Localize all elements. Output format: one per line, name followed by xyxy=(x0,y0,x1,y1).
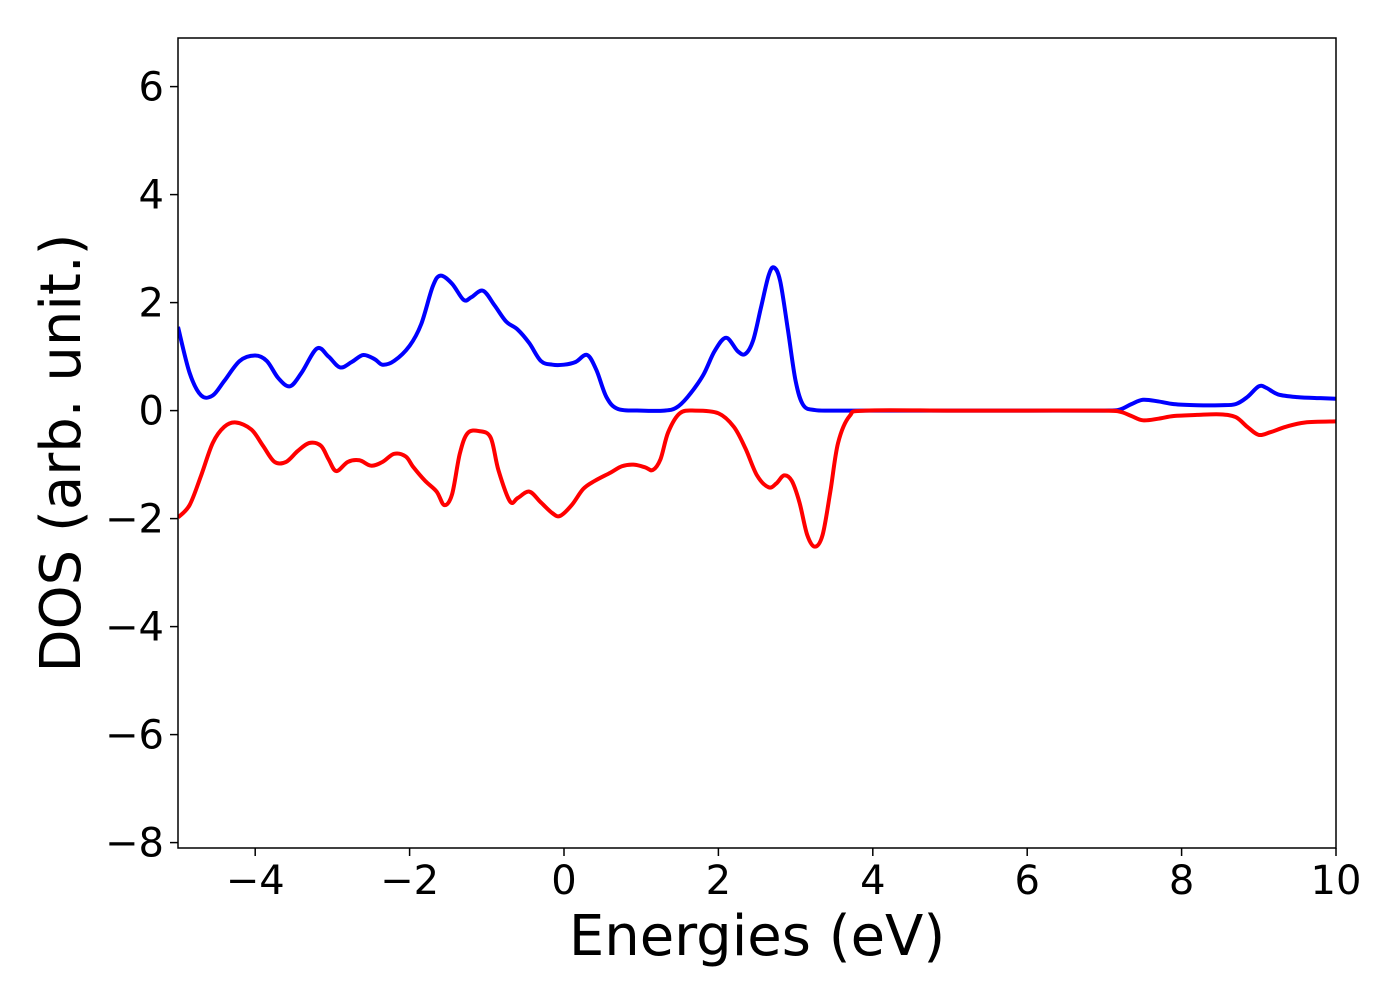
x-tick-label: 8 xyxy=(1169,858,1194,904)
y-tick-label: −8 xyxy=(105,821,164,867)
y-axis-title: DOS (arb. unit.) xyxy=(29,233,94,672)
y-tick-label: 0 xyxy=(139,389,164,435)
x-axis: −4 −2 0 2 4 6 8 10 xyxy=(226,848,1362,904)
y-axis: 6 4 2 0 −2 −4 −6 −8 xyxy=(105,65,178,867)
series-line-positive xyxy=(178,265,1336,413)
y-tick-label: 4 xyxy=(139,173,164,219)
x-tick-label: −4 xyxy=(226,858,285,904)
series-line-negative xyxy=(178,408,1336,549)
plot-frame xyxy=(177,37,1337,849)
x-tick-label: 10 xyxy=(1311,858,1362,904)
x-tick-label: 2 xyxy=(706,858,731,904)
x-tick-label: −2 xyxy=(380,858,439,904)
x-tick-label: 4 xyxy=(860,858,885,904)
plot-area xyxy=(178,265,1336,549)
x-tick-label: 0 xyxy=(551,858,576,904)
x-axis-title: Energies (eV) xyxy=(569,904,945,969)
x-tick-label: 6 xyxy=(1014,858,1039,904)
y-tick-label: −4 xyxy=(105,605,164,651)
y-tick-label: 6 xyxy=(139,65,164,111)
y-tick-label: −2 xyxy=(105,497,164,543)
y-tick-label: −6 xyxy=(105,713,164,759)
y-tick-label: 2 xyxy=(139,281,164,327)
